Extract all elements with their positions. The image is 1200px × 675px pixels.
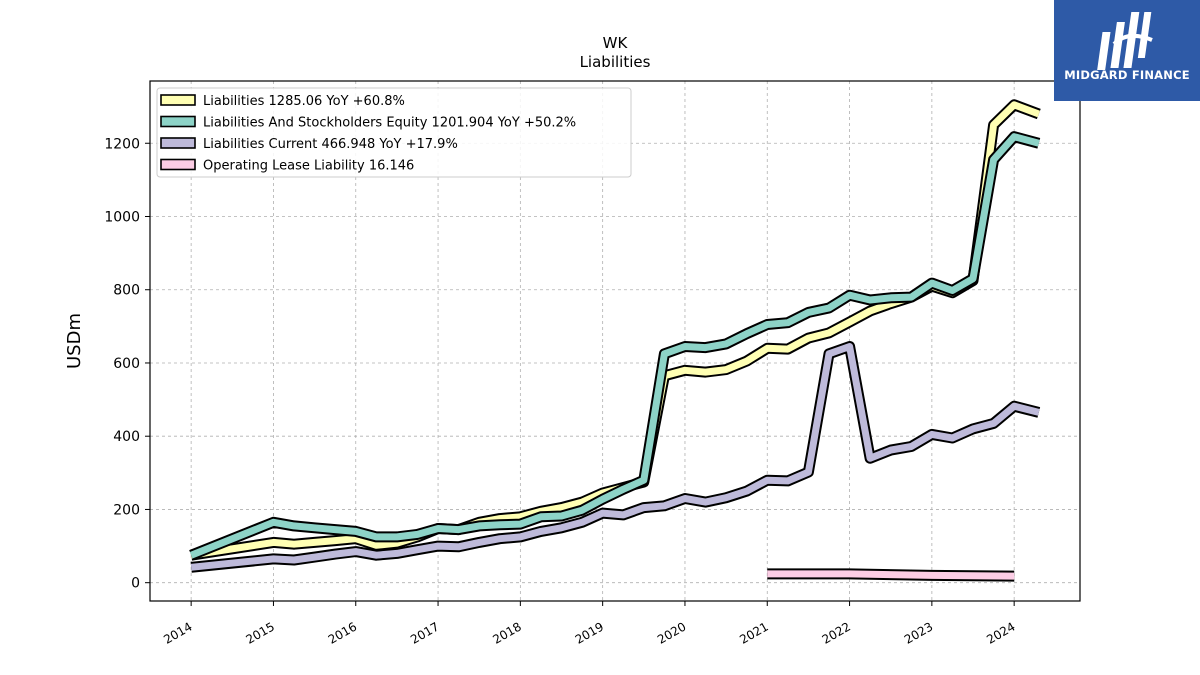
y-axis-ticks: 0 200 400 600 800 1000 1200 (104, 136, 150, 592)
legend-swatch (160, 158, 196, 171)
x-axis-ticks: 2014 2015 2016 2017 2018 2019 2020 2021 2022 2023… (161, 601, 1018, 647)
series-line (767, 570, 1015, 580)
y-tick-label: 800 (113, 283, 140, 299)
brand-mark-icon (1096, 12, 1153, 70)
x-tick-label: 2019 (573, 619, 606, 646)
legend-entry: Liabilities 1285.06 YoY +60.8% (203, 94, 405, 109)
x-tick-label: 2021 (737, 619, 770, 646)
x-tick-label: 2016 (326, 619, 359, 646)
x-tick-label: 2014 (161, 619, 194, 646)
brand-name: MIDGARD FINANCE (1064, 68, 1190, 82)
chart-title: WK (603, 34, 629, 52)
series-2 (190, 341, 1041, 573)
legend-entry: Liabilities And Stockholders Equity 1201… (203, 116, 576, 131)
chart-subtitle: Liabilities (580, 53, 651, 71)
legend: Liabilities 1285.06 YoY +60.8% Liabilitie… (156, 87, 632, 178)
legend-swatch (160, 137, 196, 149)
series-line (189, 133, 1040, 559)
x-tick-label: 2023 (902, 619, 935, 646)
y-tick-label: 1200 (104, 136, 140, 152)
series-line-outline (190, 341, 1041, 573)
y-axis-label: USDm (64, 313, 85, 369)
y-tick-label: 0 (131, 576, 140, 592)
series-layer (189, 99, 1041, 582)
x-tick-label: 2022 (820, 619, 853, 646)
series-line (190, 343, 1040, 571)
legend-entry: Liabilities Current 466.948 YoY +17.9% (203, 137, 458, 152)
y-tick-label: 200 (113, 502, 140, 518)
y-tick-label: 1000 (104, 209, 140, 225)
grid-lines (150, 81, 1080, 601)
x-tick-label: 2024 (984, 619, 1017, 646)
x-tick-label: 2020 (655, 619, 688, 646)
series-1 (189, 131, 1041, 561)
brand-logo: MIDGARD FINANCE (1054, 0, 1200, 101)
y-tick-label: 600 (113, 356, 140, 372)
legend-swatch (160, 94, 196, 106)
x-tick-label: 2018 (490, 619, 523, 646)
legend-frame (156, 87, 632, 178)
x-tick-label: 2015 (243, 619, 276, 646)
y-tick-label: 400 (113, 429, 140, 445)
x-tick-label: 2017 (408, 619, 441, 646)
plot-frame (149, 80, 1081, 602)
legend-swatch (160, 115, 196, 128)
series-3 (767, 568, 1015, 582)
legend-entry: Operating Lease Liability 16.146 (203, 159, 414, 174)
